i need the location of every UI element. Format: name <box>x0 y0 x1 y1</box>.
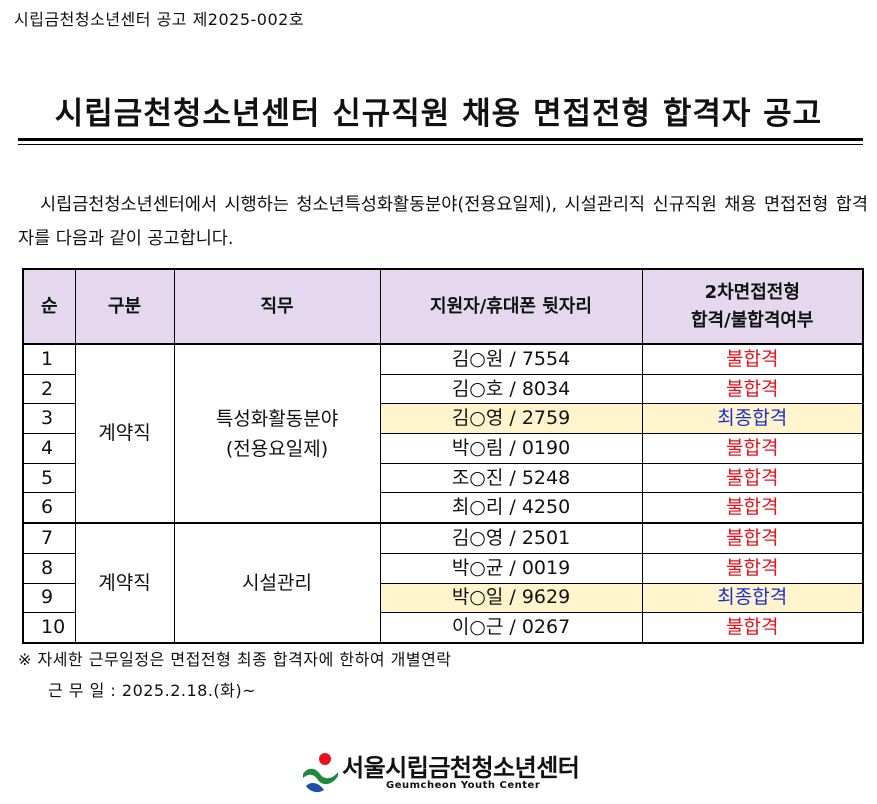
header-duty: 직무 <box>173 268 381 345</box>
group-duty-line2: (전용요일제) <box>225 437 329 460</box>
table-row: 7 계약직 시설관리 김○영 / 2501 불합격 <box>22 522 864 644</box>
row-applicant: 김○호 / 8034 <box>379 373 643 405</box>
row-result: 불합격 <box>641 522 864 554</box>
row-applicant: 박○림 / 0190 <box>379 433 643 464</box>
header-num: 순 <box>22 268 76 345</box>
row-applicant: 박○균 / 0019 <box>379 552 643 584</box>
group-type: 계약직 <box>74 343 175 525</box>
row-num: 10 <box>22 612 76 644</box>
intro-paragraph: 시립금천청소년센터에서 시행하는 청소년특성화활동분야(전용요일제), 시설관리… <box>18 188 868 256</box>
table-header-row: 순 구분 직무 지원자/휴대폰 뒷자리 2차면접전형 합격/불합격여부 <box>22 268 864 345</box>
note-schedule: ※ 자세한 근무일정은 면접전형 최종 합격자에 한하여 개별연락 <box>18 650 452 669</box>
header-result: 2차면접전형 합격/불합격여부 <box>641 268 864 345</box>
row-applicant: 박○일 / 9629 <box>379 582 643 614</box>
header-result-line1: 2차면접전형 <box>704 281 800 303</box>
row-num: 5 <box>22 462 76 494</box>
table-row: 9 박○일 / 9629 최종합격 <box>22 582 864 614</box>
row-num: 4 <box>22 433 76 464</box>
center-logo-icon <box>303 753 338 793</box>
group-duty-line1: 특성화활동분야 <box>215 407 339 430</box>
row-result: 불합격 <box>641 373 864 405</box>
logo-subtitle: Geumcheon Youth Center <box>386 780 541 791</box>
header-result-line2: 합격/불합격여부 <box>691 309 814 331</box>
row-applicant: 조○진 / 5248 <box>379 462 643 494</box>
table-row: 5 조○진 / 5248 불합격 <box>22 462 864 494</box>
row-result: 최종합격 <box>641 582 864 614</box>
header-applicant: 지원자/휴대폰 뒷자리 <box>379 268 643 345</box>
row-result: 불합격 <box>641 462 864 494</box>
table-row: 3 김○영 / 2759 최종합격 <box>22 403 864 435</box>
results-table: 순 구분 직무 지원자/휴대폰 뒷자리 2차면접전형 합격/불합격여부 1 계약… <box>22 268 864 644</box>
group-duty: 시설관리 <box>173 522 381 644</box>
intro-text: 시립금천청소년센터에서 시행하는 청소년특성화활동분야(전용요일제), 시설관리… <box>18 195 868 249</box>
row-num: 7 <box>22 522 76 554</box>
row-num: 2 <box>22 373 76 405</box>
group-duty: 특성화활동분야 (전용요일제) <box>173 343 381 525</box>
row-result: 불합격 <box>641 612 864 644</box>
table-row: 8 박○균 / 0019 불합격 <box>22 552 864 584</box>
row-applicant: 이○근 / 0267 <box>379 612 643 644</box>
row-num: 8 <box>22 552 76 584</box>
table-row: 6 최○리 / 4250 불합격 <box>22 492 864 525</box>
table-row: 2 김○호 / 8034 불합격 <box>22 373 864 405</box>
group-duty-line1: 시설관리 <box>242 572 312 594</box>
row-applicant: 최○리 / 4250 <box>379 492 643 525</box>
row-result: 불합격 <box>641 343 864 375</box>
row-result: 불합격 <box>641 492 864 525</box>
title-rule-thick <box>18 138 863 141</box>
page-title: 시립금천청소년센터 신규직원 채용 면접전형 합격자 공고 <box>54 96 823 132</box>
row-applicant: 김○영 / 2759 <box>379 403 643 435</box>
header-type: 구분 <box>74 268 175 345</box>
row-num: 1 <box>22 343 76 375</box>
group-type: 계약직 <box>74 522 175 644</box>
note-start-date: 근 무 일 : 2025.2.18.(화)~ <box>48 681 257 700</box>
table-row: 10 이○근 / 0267 불합격 <box>22 612 864 644</box>
row-result: 최종합격 <box>641 403 864 435</box>
table-row: 1 계약직 특성화활동분야 (전용요일제) 김○원 / 7554 불합격 <box>22 343 864 525</box>
row-result: 불합격 <box>641 433 864 464</box>
row-applicant: 김○원 / 7554 <box>379 343 643 375</box>
title-rule-thin <box>18 144 863 145</box>
table-row: 4 박○림 / 0190 불합격 <box>22 433 864 464</box>
center-logo: 서울시립금천청소년센터 Geumcheon Youth Center <box>300 748 590 798</box>
logo-name: 서울시립금천청소년센터 <box>342 754 580 782</box>
document-number: 시립금천청소년센터 공고 제2025-002호 <box>14 10 305 29</box>
row-num: 3 <box>22 403 76 435</box>
row-num: 6 <box>22 492 76 525</box>
row-num: 9 <box>22 582 76 614</box>
row-applicant: 김○영 / 2501 <box>379 522 643 554</box>
row-result: 불합격 <box>641 552 864 584</box>
